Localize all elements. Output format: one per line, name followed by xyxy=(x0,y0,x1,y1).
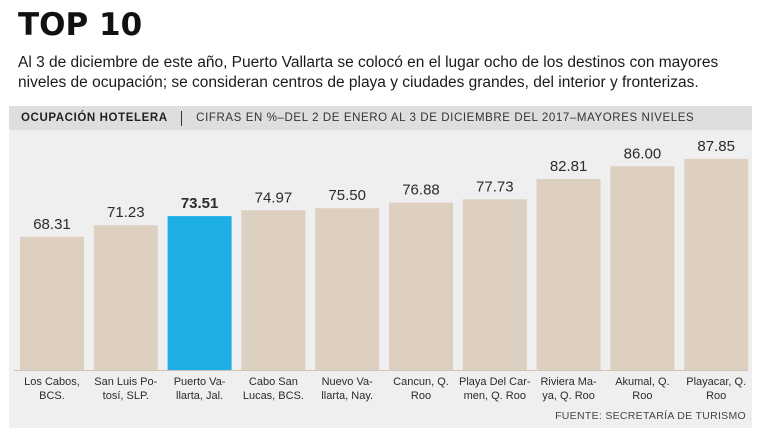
data-label: 86.00 xyxy=(624,145,662,162)
bar xyxy=(93,225,158,370)
category-label: Cancun, Q. xyxy=(393,376,449,388)
chart-header-label: OCUPACIÓN HOTELERA xyxy=(21,112,168,124)
category-label: Lucas, BCS. xyxy=(243,390,304,402)
category-label: Roo xyxy=(706,390,726,402)
category-label: Puerto Va- xyxy=(174,376,226,388)
data-label: 87.85 xyxy=(697,138,735,155)
bar xyxy=(536,179,601,370)
category-label: tosí, SLP. xyxy=(103,390,149,402)
page-title: TOP 10 xyxy=(18,7,143,43)
category-label: San Luis Po- xyxy=(94,376,157,388)
header-divider xyxy=(180,110,183,126)
data-label: 74.97 xyxy=(255,189,293,206)
chart-header-band: OCUPACIÓN HOTELERA CIFRAS EN %–DEL 2 DE … xyxy=(9,106,752,130)
data-label: 76.88 xyxy=(402,182,440,199)
bar xyxy=(610,166,675,370)
category-label: Roo xyxy=(632,390,652,402)
data-label: 75.50 xyxy=(328,187,366,204)
bar xyxy=(241,210,306,370)
category-label: Los Cabos, xyxy=(24,376,80,388)
bar xyxy=(167,216,232,370)
category-label: Akumal, Q. xyxy=(615,376,669,388)
page-subtitle: Al 3 de diciembre de este año, Puerto Va… xyxy=(18,54,719,91)
data-label: 68.31 xyxy=(33,216,71,233)
source-note: FUENTE: SECRETARÍA DE TURISMO xyxy=(555,410,746,422)
data-label: 73.51 xyxy=(181,195,219,212)
category-label: Cabo San xyxy=(249,376,298,388)
category-label: ya, Q. Roo xyxy=(542,390,595,402)
chart-header-subtitle: CIFRAS EN %–DEL 2 DE ENERO AL 3 DE DICIE… xyxy=(196,112,695,124)
category-label: Playa Del Car- xyxy=(459,376,531,388)
bar xyxy=(20,236,84,370)
bar xyxy=(389,202,453,370)
category-label: Playacar, Q. xyxy=(686,376,746,388)
category-label: Roo xyxy=(411,390,431,402)
category-label: BCS. xyxy=(39,390,65,402)
category-label: men, Q. Roo xyxy=(464,390,526,402)
bar xyxy=(684,158,749,370)
category-label: Nuevo Va- xyxy=(322,376,373,388)
bar xyxy=(315,208,380,370)
category-label: llarta, Jal. xyxy=(176,390,223,402)
data-label: 82.81 xyxy=(550,158,588,175)
data-label: 71.23 xyxy=(107,204,145,221)
data-label: 77.73 xyxy=(476,178,514,195)
category-label: llarta, Nay. xyxy=(321,390,373,402)
bar xyxy=(462,199,527,370)
category-label: Riviera Ma- xyxy=(540,376,597,388)
